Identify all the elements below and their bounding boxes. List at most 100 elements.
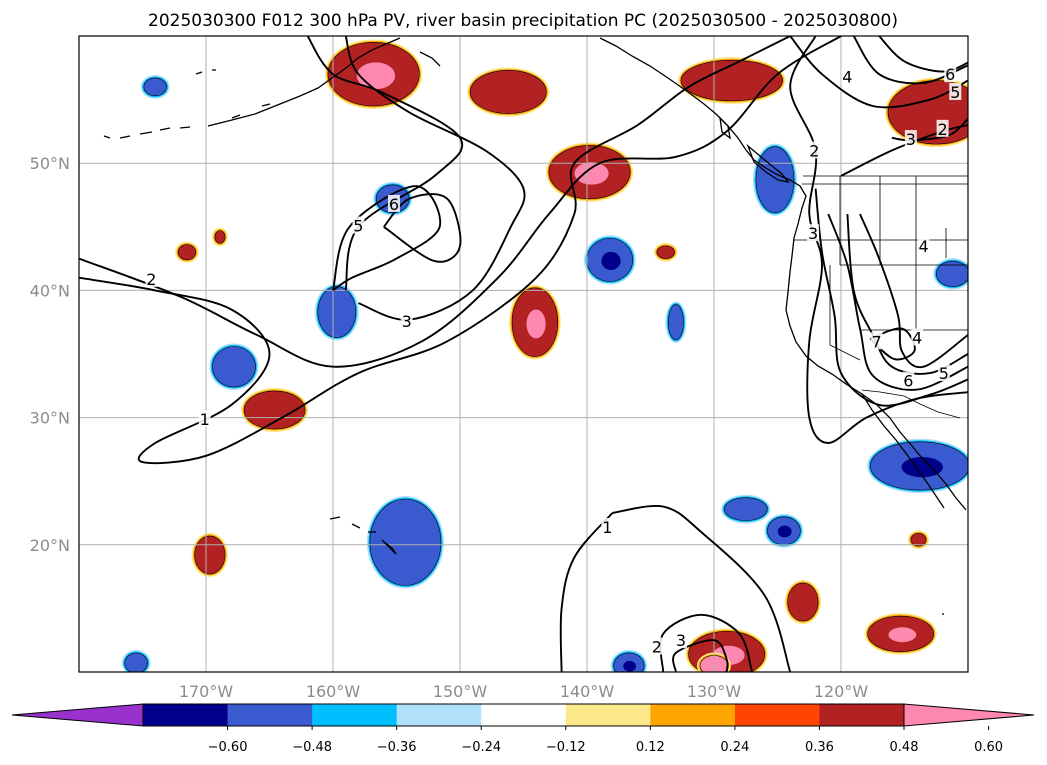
lat-tick-label: 20°N (30, 536, 70, 555)
colorbar-tick-labels: −0.60 −0.48 −0.36 −0.24 −0.12 0.12 0.24 0.36 0.4… (208, 726, 1003, 755)
precip-anomaly-positive (241, 387, 309, 433)
colorbar-segment (734, 704, 820, 726)
contour-label-halo (870, 332, 883, 350)
contour-label-text: 6 (389, 195, 399, 214)
contour-label-text: 3 (808, 224, 818, 243)
contour-label-halo (949, 82, 962, 100)
colorbar-frame (142, 703, 905, 727)
precip-anomaly-negative (867, 438, 968, 494)
contour-label-halo (198, 409, 211, 427)
lon-tick-label: 150°W (433, 682, 488, 701)
contour-label: 4 (917, 236, 930, 256)
precip-anomaly-positive (864, 613, 937, 655)
contour-label-halo (387, 194, 400, 212)
colorbar-segment (650, 704, 736, 726)
contour-label-text: 7 (871, 332, 881, 351)
precip-anomaly-negative (933, 258, 968, 290)
precip-anomaly-fill (143, 77, 167, 97)
contour-label-text: 3 (676, 631, 686, 650)
chart-title: 2025030300 F012 300 hPa PV, river basin … (148, 11, 898, 31)
precip-anomaly-fill (787, 582, 819, 622)
contour-label-halo (904, 130, 917, 148)
precip-anomaly-core (777, 525, 792, 538)
colorbar-tick-label: −0.60 (208, 740, 248, 755)
precip-anomaly-positive (784, 579, 822, 625)
west-coast-north-america (785, 237, 967, 511)
contour-label: 6 (902, 371, 915, 391)
colorbar-extend-high (903, 703, 1035, 727)
contour-label-halo (936, 119, 949, 137)
aleutian-islands (103, 69, 271, 139)
precip-anomaly-fill (243, 390, 306, 430)
contour-label: 3 (807, 224, 820, 243)
contour-label-text: 3 (402, 312, 412, 331)
contour-label-text: 5 (950, 83, 960, 102)
haida-gwaii (719, 116, 731, 140)
colorbar-tick-label: −0.48 (292, 740, 332, 755)
pv-contour-level-5 (332, 185, 442, 292)
contour-label: 5 (937, 364, 950, 383)
contour-label-text: 4 (912, 328, 922, 347)
vancouver-island (746, 143, 790, 183)
pv-contour-level-6 (859, 213, 968, 369)
pv-contour-level-1 (612, 504, 792, 672)
precip-anomaly-fill (214, 230, 226, 244)
contour-label: 2 (808, 141, 821, 160)
baja-california (861, 393, 945, 509)
contour-label: 7 (870, 332, 883, 351)
precip-anomaly-fill (469, 70, 547, 114)
colorbar-segment (396, 704, 482, 726)
precip-anomaly-negative (314, 283, 359, 341)
contour-label-halo (808, 141, 821, 159)
contour-label-text: 2 (809, 141, 819, 160)
colorbar-tick-label: 0.36 (805, 740, 834, 755)
precip-anomaly-negative (209, 343, 259, 391)
precip-anomaly-fill (910, 533, 927, 547)
precip-anomaly-core (574, 162, 609, 185)
precip-anomaly-positive (175, 241, 199, 263)
contour-label-text: 6 (945, 65, 955, 84)
contour-label-text: 1 (200, 410, 210, 429)
precip-anomaly-core (623, 660, 637, 672)
contour-label-halo (841, 67, 854, 85)
precip-anomaly-positive (467, 67, 550, 117)
colorbar-tick-label: −0.12 (546, 740, 586, 755)
precip-anomaly-positive (653, 242, 678, 262)
lon-tick-label: 120°W (814, 682, 869, 701)
pv-contours (79, 36, 968, 672)
pv-contour-level-5 (846, 214, 968, 375)
contour-label: 4 (841, 67, 854, 87)
contour-label-halo (650, 637, 663, 655)
lon-tick-label: 140°W (560, 682, 615, 701)
latitude-tick-labels: 50°N 40°N 30°N 20°N (30, 154, 70, 555)
contour-label-text: 3 (906, 130, 916, 149)
precip-anomaly-core (888, 627, 917, 643)
pv-contour-level-4 (827, 213, 968, 391)
precip-anomaly-fill (177, 244, 197, 261)
contour-label: 2 (650, 637, 663, 657)
pv-contour-level-6 (383, 193, 462, 263)
contour-label: 3 (400, 311, 413, 331)
precip-anomaly-fill (887, 80, 968, 145)
precip-anomaly-negative (610, 649, 648, 672)
precip-anomaly-positive (885, 77, 968, 148)
colorbar-segment (227, 704, 313, 726)
precip-anomaly-positive (509, 284, 561, 360)
precip-anomaly-positive (191, 532, 229, 578)
precip-anomaly-negative (121, 649, 151, 672)
longitude-tick-labels: 170°W 160°W 150°W 140°W 130°W 120°W (179, 682, 869, 701)
colorbar-extend-low (11, 703, 144, 727)
precip-anomaly-fill (723, 497, 768, 521)
contour-label-text: 4 (842, 68, 852, 87)
lat-tick-label: 40°N (30, 281, 70, 300)
colorbar-tick-label: 0.60 (974, 740, 1003, 755)
lat-tick-label: 30°N (30, 409, 70, 428)
colorbar (11, 703, 1035, 727)
colorbar-tick-label: −0.24 (461, 740, 501, 755)
contour-label: 6 (387, 194, 400, 214)
precip-anomaly-positive (907, 530, 930, 550)
contour-label-text: 6 (903, 372, 913, 391)
lon-tick-label: 160°W (306, 682, 361, 701)
precip-anomaly-core (901, 456, 944, 478)
